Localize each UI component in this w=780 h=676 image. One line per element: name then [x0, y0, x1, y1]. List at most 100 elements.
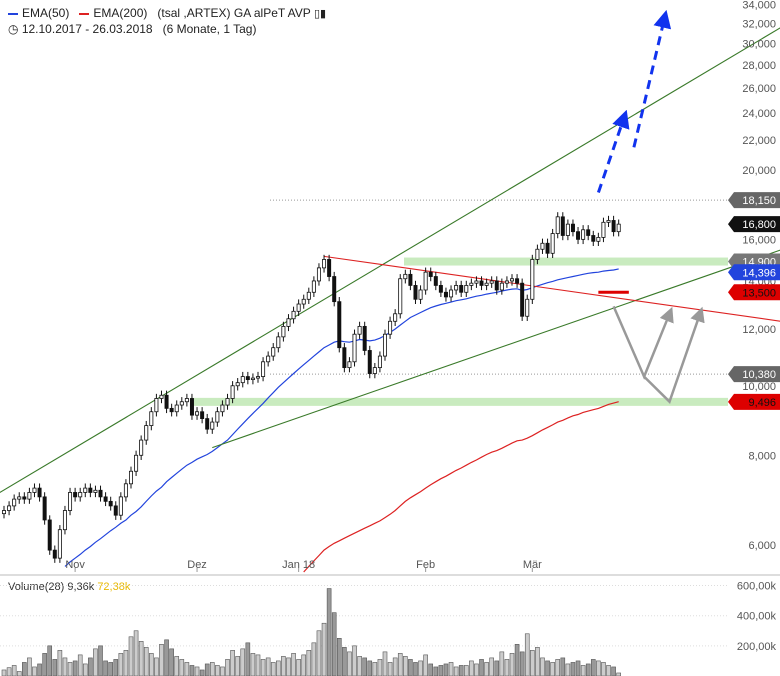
volume-bar	[98, 645, 103, 676]
volume-bar	[514, 644, 520, 676]
candle-body	[73, 492, 78, 498]
volume-bar	[16, 671, 22, 676]
y-tick-label: 28,000	[742, 60, 776, 72]
candle-body	[215, 411, 220, 423]
volume-bar	[67, 662, 73, 676]
volume-bar	[22, 662, 27, 676]
candle-body	[515, 278, 520, 284]
candle-body	[118, 496, 123, 516]
candle-body	[62, 510, 67, 531]
bullish-arrow	[596, 109, 630, 193]
volume-bar	[408, 659, 413, 676]
candle-body	[276, 336, 281, 349]
candle-body	[423, 271, 428, 291]
y-tick-label: 12,000	[742, 324, 776, 336]
candle-body	[316, 267, 321, 282]
volume-bar	[392, 657, 398, 676]
candle-body	[200, 411, 205, 419]
candle-body	[403, 273, 408, 280]
volume-bar	[611, 666, 616, 676]
legend-row: EMA(50) EMA(200) ‮▮▯ PVA TePla AG (XETRA…	[8, 6, 326, 20]
volume-bar	[37, 663, 42, 676]
candle-body	[581, 229, 586, 240]
candle-body	[27, 492, 32, 500]
period-range: 12.10.2017 - 26.03.2018	[21, 22, 153, 36]
y-tick-label: 26,000	[742, 83, 776, 95]
candle-body	[205, 418, 210, 430]
candle-body	[362, 325, 367, 351]
volume-bar	[372, 662, 378, 676]
volume-value: 9,36k	[67, 581, 95, 593]
volume-bar	[484, 662, 489, 676]
candle-body	[78, 492, 83, 498]
candle-body	[47, 519, 52, 551]
candle-body	[377, 355, 382, 369]
candle-body	[52, 549, 57, 559]
volume-bar	[154, 657, 159, 676]
y-tick-label: 30,000	[742, 39, 776, 51]
volume-bar	[367, 660, 373, 676]
volume-bar	[103, 660, 108, 676]
candle-body	[591, 235, 596, 242]
alternative-arrow	[643, 306, 705, 404]
scenario-arrows	[596, 9, 705, 404]
ema200-legend-swatch	[79, 12, 90, 15]
candle-body	[261, 361, 266, 377]
volume-bar	[413, 662, 418, 676]
volume-bar	[326, 588, 332, 676]
volume-bar	[245, 642, 251, 676]
candle-body	[128, 470, 133, 485]
candle-body	[164, 394, 169, 409]
ema50-legend-swatch	[8, 12, 18, 15]
candle-body	[108, 500, 113, 507]
volume-bar	[240, 648, 246, 676]
candle-body	[220, 404, 225, 413]
candle-body	[17, 496, 22, 500]
candle-body	[449, 289, 454, 298]
volume-bar	[469, 660, 474, 676]
candle-body	[459, 285, 464, 293]
volume-bar	[32, 666, 37, 676]
volume-bar	[276, 660, 281, 676]
volume-ema-value: 72,38k	[97, 581, 131, 593]
volume-bar	[443, 663, 449, 676]
volume-bar	[448, 662, 454, 676]
volume-bar	[164, 639, 169, 676]
candle-body	[464, 285, 469, 293]
y-tick-label: 6,000	[748, 540, 776, 552]
volume-bar	[362, 657, 367, 676]
candle-body	[408, 273, 413, 286]
volume-bar	[570, 662, 576, 676]
trendlines	[0, 27, 780, 494]
volume-bar	[387, 662, 393, 676]
price-tag	[728, 192, 780, 209]
candle-body	[520, 282, 525, 317]
candle-body	[169, 407, 174, 413]
volume-bar	[88, 657, 93, 676]
volume-bar	[174, 656, 180, 676]
candle-body	[428, 271, 433, 277]
candle-body	[413, 285, 418, 300]
trendline	[212, 249, 780, 449]
y-tick-label: 8,000	[748, 450, 776, 462]
volume-bar	[286, 657, 291, 676]
candle-body	[433, 276, 438, 286]
candle-body	[576, 231, 581, 240]
volume-bar	[57, 650, 63, 676]
candle-body	[306, 291, 311, 300]
volume-bar	[42, 653, 47, 676]
volume-bar	[316, 630, 322, 676]
volume-bar	[184, 662, 190, 676]
volume-bar	[189, 665, 195, 676]
candle-body	[281, 325, 286, 338]
grid	[0, 199, 728, 647]
candle-body	[235, 382, 240, 387]
volume-bar	[606, 665, 611, 676]
candle-body	[296, 303, 301, 312]
candle-body	[103, 496, 108, 502]
candle-body	[68, 492, 73, 511]
candle-body	[189, 398, 194, 416]
volume-bar	[524, 633, 530, 676]
candle-body	[530, 259, 535, 300]
candle-body	[88, 487, 93, 493]
